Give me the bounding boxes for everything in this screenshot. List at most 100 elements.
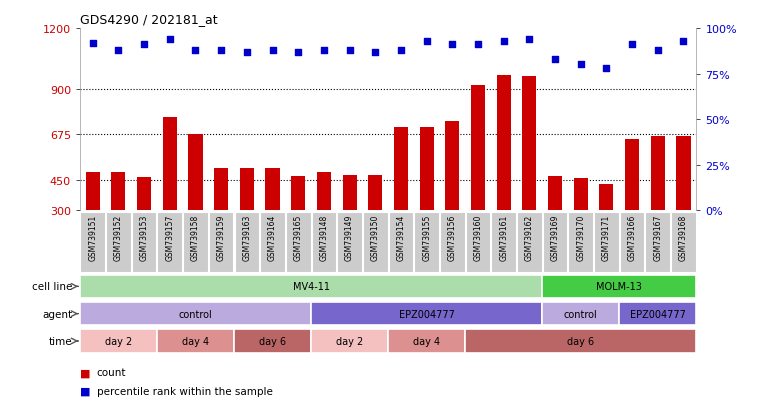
Point (318, 47, 330, 54)
Text: GSM739148: GSM739148 (320, 214, 329, 260)
Point (395, 47, 407, 54)
Text: ■: ■ (80, 386, 91, 396)
Bar (337, 212, 362, 272)
Point (240, 49, 253, 56)
Text: GSM739159: GSM739159 (217, 214, 226, 260)
Point (472, 42, 484, 49)
Text: MV4-11: MV4-11 (292, 282, 330, 292)
Point (138, 42, 150, 49)
Bar (517, 212, 542, 272)
Bar (209, 212, 234, 272)
Text: GSM739151: GSM739151 (88, 214, 97, 260)
Bar (214, 168, 228, 271)
Bar (106, 212, 131, 272)
Text: day 4: day 4 (182, 336, 209, 346)
Bar (619, 212, 645, 272)
Text: time: time (49, 336, 72, 346)
Text: count: count (97, 368, 126, 377)
Text: EPZ004777: EPZ004777 (399, 309, 454, 319)
Point (651, 47, 664, 54)
Bar (311, 212, 336, 272)
Text: control: control (179, 309, 212, 319)
Bar (317, 172, 331, 271)
Bar (86, 172, 100, 271)
Bar (522, 76, 537, 271)
Point (113, 47, 125, 54)
Bar (240, 168, 254, 271)
Bar (594, 212, 619, 272)
Bar (183, 212, 208, 272)
Bar (574, 178, 587, 271)
Text: GSM739171: GSM739171 (602, 214, 611, 260)
Text: GSM739161: GSM739161 (499, 214, 508, 260)
Bar (111, 172, 126, 271)
Text: day 2: day 2 (336, 336, 363, 346)
Text: day 4: day 4 (413, 336, 440, 346)
Bar (543, 212, 568, 272)
Bar (625, 140, 639, 271)
Point (677, 38, 689, 45)
Point (215, 47, 228, 54)
Bar (286, 212, 310, 272)
Bar (445, 122, 460, 271)
Point (498, 38, 510, 45)
Text: GSM739163: GSM739163 (242, 214, 251, 260)
Bar (81, 212, 105, 272)
Text: GDS4290 / 202181_at: GDS4290 / 202181_at (80, 13, 218, 26)
Text: GSM739157: GSM739157 (165, 214, 174, 260)
Text: GSM739156: GSM739156 (447, 214, 457, 260)
Text: cell line: cell line (32, 282, 72, 292)
Bar (80, 302, 311, 325)
Bar (342, 175, 357, 271)
Bar (645, 212, 670, 272)
Text: GSM739150: GSM739150 (371, 214, 380, 260)
Point (600, 66, 613, 72)
Point (446, 42, 458, 49)
Bar (651, 137, 665, 271)
Bar (600, 184, 613, 271)
Point (369, 49, 381, 56)
Bar (440, 212, 465, 272)
Point (87, 40, 99, 47)
Bar (234, 330, 311, 353)
Bar (671, 212, 696, 272)
Text: ■: ■ (80, 368, 91, 377)
Point (575, 62, 587, 69)
Bar (471, 85, 485, 271)
Point (343, 47, 355, 54)
Bar (543, 302, 619, 325)
Bar (568, 212, 593, 272)
Bar (234, 212, 260, 272)
Bar (158, 212, 182, 272)
Text: MOLM-13: MOLM-13 (597, 282, 642, 292)
Point (549, 57, 561, 63)
Bar (291, 176, 305, 271)
Bar (414, 212, 439, 272)
Bar (497, 75, 511, 271)
Point (421, 38, 433, 45)
Text: GSM739167: GSM739167 (653, 214, 662, 260)
Bar (137, 177, 151, 271)
Text: control: control (564, 309, 597, 319)
Text: GSM739149: GSM739149 (345, 214, 354, 260)
Bar (394, 128, 408, 271)
Bar (492, 212, 516, 272)
Text: GSM739153: GSM739153 (139, 214, 148, 260)
Point (626, 42, 638, 49)
Bar (419, 128, 434, 271)
Bar (543, 275, 696, 298)
Text: GSM739160: GSM739160 (473, 214, 482, 260)
Bar (311, 330, 388, 353)
Text: day 6: day 6 (259, 336, 286, 346)
Bar (677, 137, 690, 271)
Bar (163, 118, 177, 271)
Bar (157, 330, 234, 353)
Text: GSM739170: GSM739170 (576, 214, 585, 260)
Point (524, 36, 536, 43)
Text: GSM739162: GSM739162 (525, 214, 534, 260)
Text: GSM739168: GSM739168 (679, 214, 688, 260)
Text: GSM739158: GSM739158 (191, 214, 200, 260)
Text: EPZ004777: EPZ004777 (630, 309, 686, 319)
Bar (548, 176, 562, 271)
Text: GSM739152: GSM739152 (114, 214, 123, 260)
